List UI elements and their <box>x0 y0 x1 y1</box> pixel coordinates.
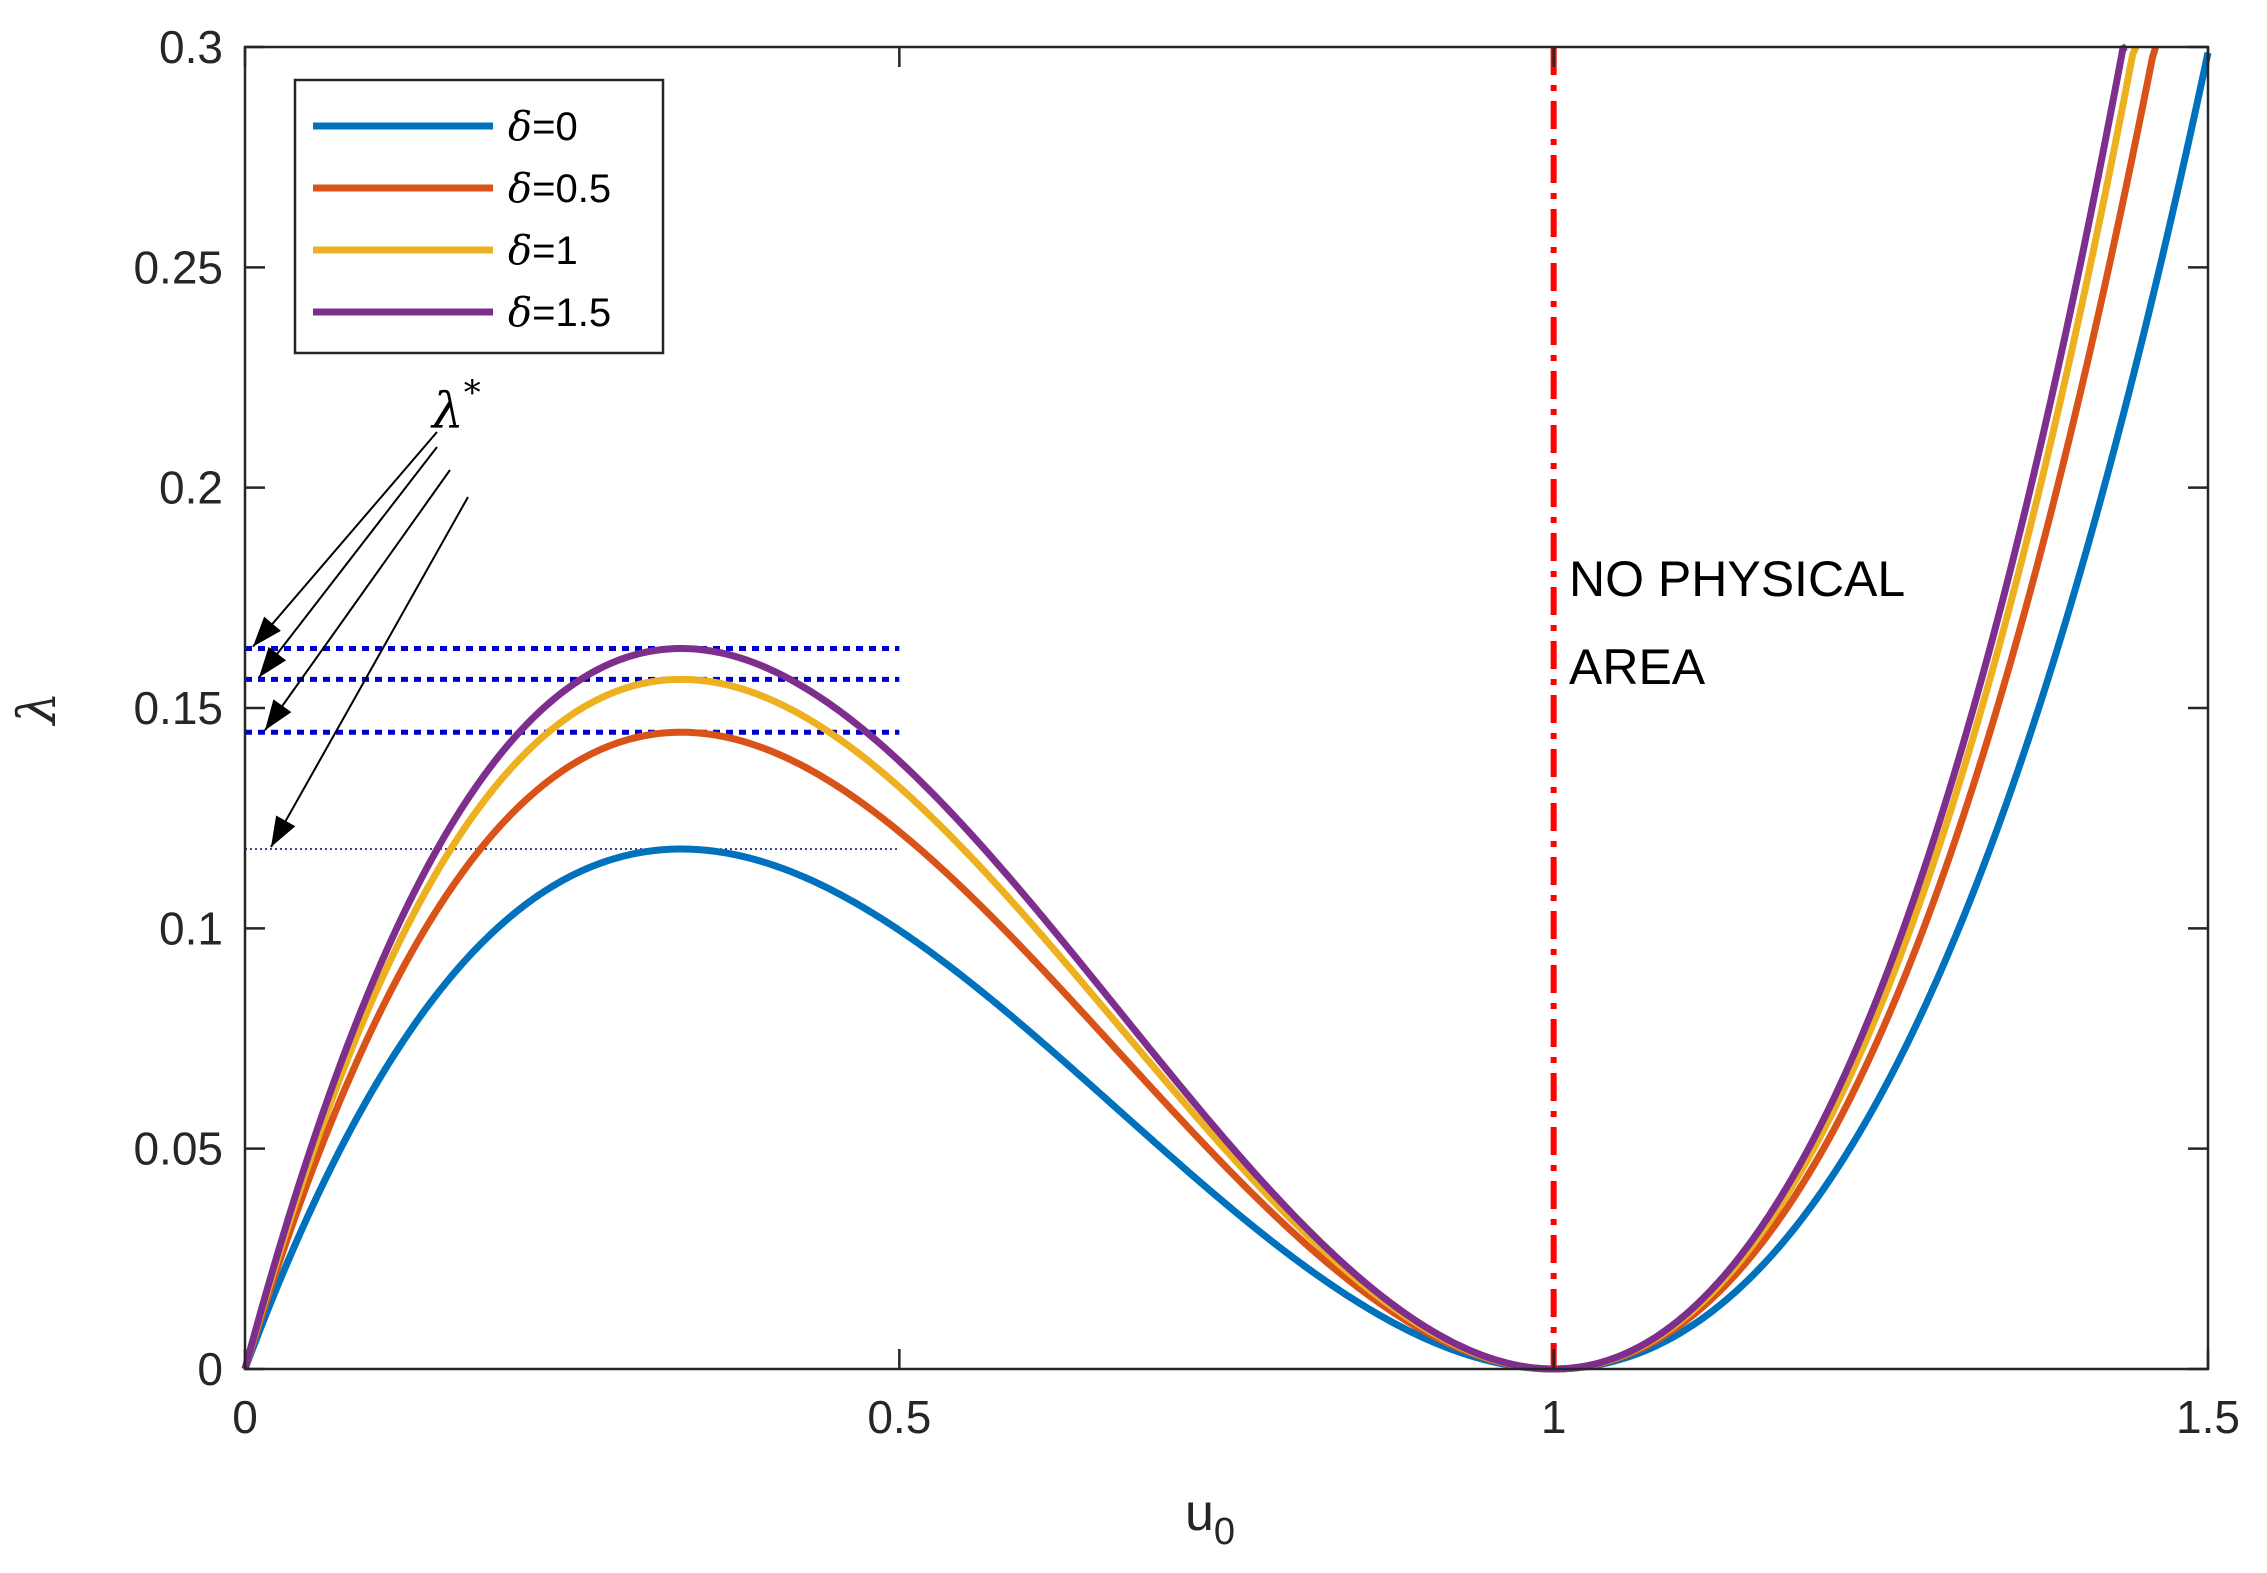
y-tick-label: 0 <box>197 1343 223 1395</box>
curves <box>241 43 2212 1373</box>
series-line <box>241 45 2140 1373</box>
arrow-head <box>253 616 281 647</box>
x-tick-label: 0 <box>232 1391 258 1443</box>
annotation-lambda-star: λ* <box>252 373 481 848</box>
y-tick-label: 0.15 <box>133 682 223 734</box>
series-line <box>241 52 2212 1373</box>
arrow-head <box>265 699 292 731</box>
legend-label: δ=1.5 <box>508 290 611 336</box>
legend: δ=0 δ=0.5 δ=1 δ=1.5 <box>293 78 665 355</box>
x-axis-label: u0 <box>1185 1484 1235 1553</box>
ticks <box>243 45 2210 1371</box>
legend-label: δ=0.5 <box>508 166 611 212</box>
y-tick-label: 0.2 <box>159 462 223 514</box>
annotation-arrows <box>252 431 469 848</box>
region-label-line2: AREA <box>1569 639 1706 695</box>
arrow-line <box>258 446 438 678</box>
series-line <box>241 45 2159 1373</box>
legend-items: δ=0 δ=0.5 δ=1 δ=1.5 <box>313 104 611 336</box>
x-tick-label: 1 <box>1541 1391 1567 1443</box>
tick-labels: 0 0.5 1 1.5 0 0.05 0.1 0.15 0.2 0.25 0.3 <box>133 21 2240 1443</box>
legend-label: δ=1 <box>508 228 578 274</box>
arrow-line <box>252 431 438 648</box>
arrow-head <box>259 646 287 678</box>
y-tick-label: 0.3 <box>159 21 223 73</box>
x-tick-label: 1.5 <box>2176 1391 2240 1443</box>
series-line <box>241 43 2128 1373</box>
peak-lines <box>245 646 900 850</box>
y-tick-label: 0.05 <box>133 1123 223 1175</box>
arrow-line <box>264 469 451 731</box>
y-tick-label: 0.1 <box>159 902 223 954</box>
legend-label: δ=0 <box>508 104 578 150</box>
lambda-star-label: λ* <box>430 373 481 440</box>
y-axis-label: λ <box>8 692 68 727</box>
arrow-line <box>270 496 469 848</box>
region-label-line1: NO PHYSICAL <box>1569 551 1905 607</box>
x-tick-label: 0.5 <box>867 1391 931 1443</box>
arrow-head <box>271 815 296 848</box>
y-tick-label: 0.25 <box>133 241 223 293</box>
